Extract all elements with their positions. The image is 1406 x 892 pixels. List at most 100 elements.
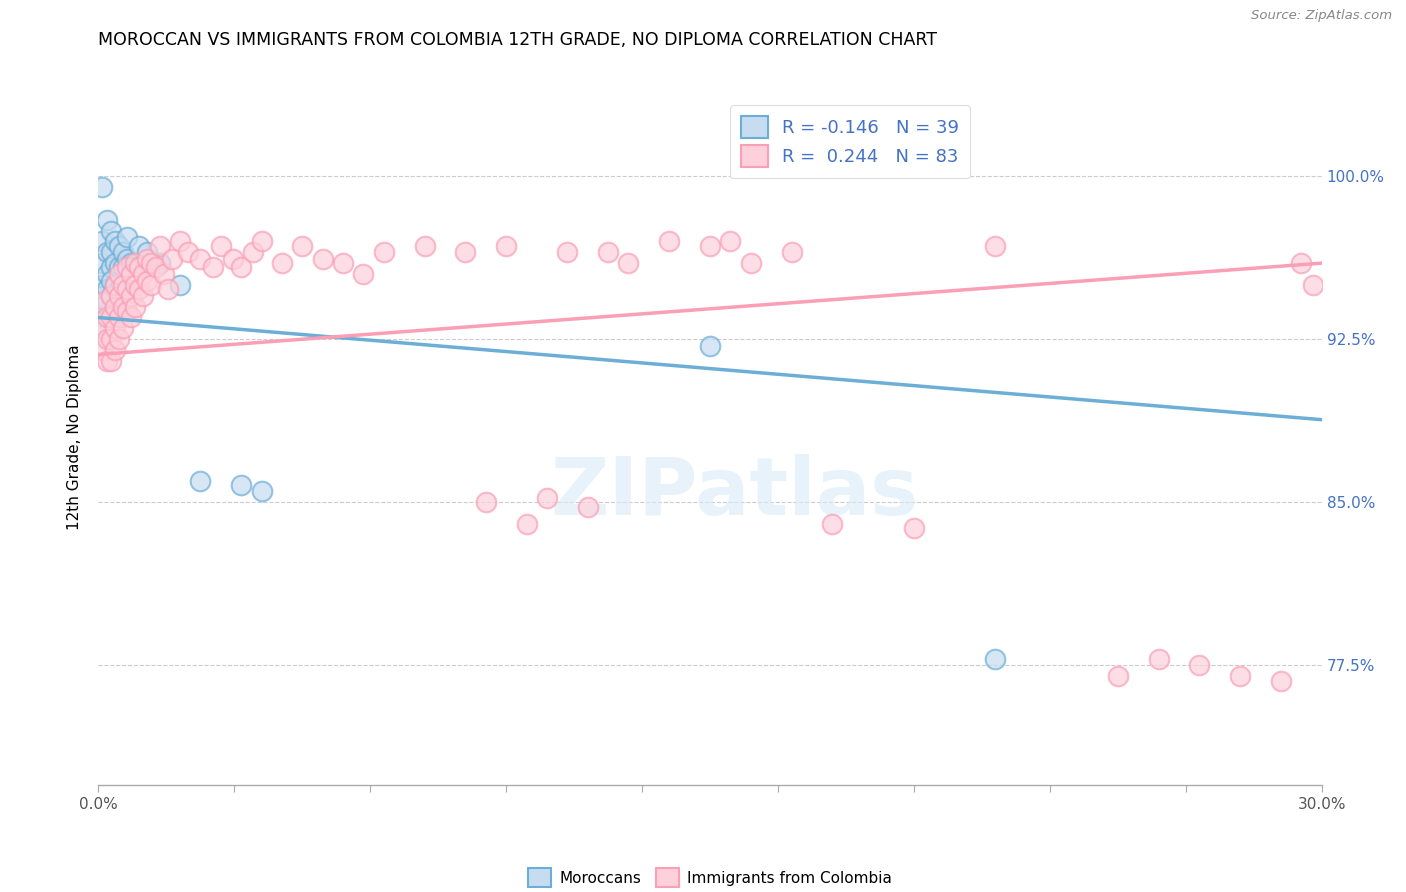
Point: [96, 310, 118, 325]
Point: [120, 289, 142, 303]
Point: [141, 277, 163, 292]
Point: [188, 252, 212, 266]
Point: [111, 277, 134, 292]
Point: [413, 239, 436, 253]
Point: [91, 235, 114, 249]
Point: [96, 245, 118, 260]
Point: [1270, 673, 1292, 688]
Point: [108, 282, 131, 296]
Point: [91, 310, 114, 325]
Point: [108, 260, 131, 275]
Point: [312, 252, 335, 266]
Point: [128, 239, 150, 253]
Text: MOROCCAN VS IMMIGRANTS FROM COLOMBIA 12TH GRADE, NO DIPLOMA CORRELATION CHART: MOROCCAN VS IMMIGRANTS FROM COLOMBIA 12T…: [98, 31, 938, 49]
Point: [373, 245, 395, 260]
Point: [124, 277, 146, 292]
Point: [516, 517, 538, 532]
Point: [100, 289, 122, 303]
Point: [111, 300, 134, 314]
Point: [104, 343, 127, 357]
Point: [1302, 277, 1324, 292]
Point: [128, 282, 150, 296]
Point: [1147, 652, 1170, 666]
Point: [91, 321, 114, 335]
Point: [108, 310, 131, 325]
Point: [91, 321, 114, 335]
Point: [1107, 669, 1129, 683]
Point: [100, 310, 122, 325]
Point: [222, 252, 245, 266]
Point: [111, 245, 134, 260]
Legend: Moroccans, Immigrants from Colombia: Moroccans, Immigrants from Colombia: [523, 863, 897, 892]
Point: [291, 239, 314, 253]
Point: [100, 274, 122, 288]
Point: [209, 239, 232, 253]
Point: [1291, 256, 1313, 270]
Point: [108, 289, 131, 303]
Point: [104, 235, 127, 249]
Point: [658, 235, 681, 249]
Text: Source: ZipAtlas.com: Source: ZipAtlas.com: [1251, 9, 1392, 22]
Point: [96, 267, 118, 281]
Point: [149, 256, 172, 270]
Point: [699, 239, 721, 253]
Point: [454, 245, 477, 260]
Point: [100, 245, 122, 260]
Point: [136, 252, 159, 266]
Point: [821, 517, 844, 532]
Point: [780, 245, 803, 260]
Point: [91, 289, 114, 303]
Point: [156, 282, 179, 296]
Point: [231, 478, 253, 492]
Point: [169, 235, 191, 249]
Point: [169, 277, 191, 292]
Point: [474, 495, 498, 509]
Point: [136, 245, 159, 260]
Point: [100, 332, 122, 346]
Point: [115, 230, 138, 244]
Point: [128, 260, 150, 275]
Point: [111, 260, 134, 275]
Point: [720, 235, 742, 249]
Point: [149, 239, 172, 253]
Point: [352, 267, 374, 281]
Point: [145, 260, 167, 275]
Point: [111, 321, 134, 335]
Point: [903, 521, 925, 535]
Point: [1229, 669, 1251, 683]
Point: [108, 267, 131, 281]
Point: [495, 239, 517, 253]
Point: [557, 245, 579, 260]
Point: [104, 300, 127, 314]
Point: [132, 267, 155, 281]
Point: [984, 652, 1007, 666]
Point: [984, 239, 1007, 253]
Point: [91, 256, 114, 270]
Point: [108, 332, 131, 346]
Point: [108, 239, 131, 253]
Point: [104, 277, 127, 292]
Point: [100, 354, 122, 368]
Point: [242, 245, 264, 260]
Text: ZIPatlas: ZIPatlas: [550, 454, 918, 532]
Point: [100, 260, 122, 275]
Point: [617, 256, 640, 270]
Point: [96, 282, 118, 296]
Point: [250, 484, 273, 499]
Point: [96, 354, 118, 368]
Point: [115, 282, 138, 296]
Point: [120, 267, 142, 281]
Y-axis label: 12th Grade, No Diploma: 12th Grade, No Diploma: [67, 344, 83, 530]
Point: [91, 180, 114, 194]
Point: [115, 252, 138, 266]
Point: [740, 256, 762, 270]
Point: [536, 491, 558, 505]
Point: [96, 295, 118, 310]
Point: [699, 339, 721, 353]
Point: [231, 260, 253, 275]
Point: [132, 289, 155, 303]
Point: [136, 274, 159, 288]
Point: [124, 256, 146, 270]
Point: [152, 267, 174, 281]
Point: [270, 256, 294, 270]
